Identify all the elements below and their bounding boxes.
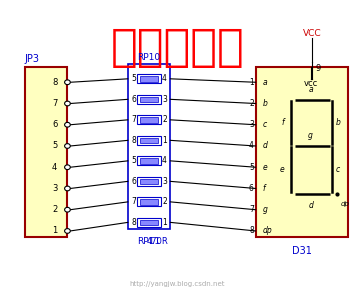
Bar xyxy=(137,95,160,104)
Text: VCC: VCC xyxy=(303,29,322,38)
Text: 1: 1 xyxy=(52,226,57,236)
Text: 2: 2 xyxy=(162,197,167,206)
Circle shape xyxy=(65,101,70,106)
Text: c: c xyxy=(335,165,340,174)
Text: 6: 6 xyxy=(131,177,136,186)
Text: g: g xyxy=(308,131,313,140)
Text: 1: 1 xyxy=(162,136,167,145)
Bar xyxy=(137,115,160,125)
Text: 3: 3 xyxy=(162,177,167,186)
Text: 2: 2 xyxy=(162,115,167,124)
Bar xyxy=(140,117,158,122)
Text: 6: 6 xyxy=(52,120,58,129)
Text: 7: 7 xyxy=(131,197,136,206)
Text: 8: 8 xyxy=(131,136,136,145)
Text: 7: 7 xyxy=(52,99,58,108)
Circle shape xyxy=(65,186,70,191)
Text: a: a xyxy=(308,85,313,94)
Text: 3: 3 xyxy=(162,95,167,104)
Text: e: e xyxy=(263,163,267,172)
Text: d: d xyxy=(308,201,313,210)
Bar xyxy=(25,67,67,237)
Bar xyxy=(137,156,160,166)
Text: dp: dp xyxy=(263,226,272,236)
Circle shape xyxy=(65,165,70,170)
Circle shape xyxy=(65,229,70,233)
Text: 4: 4 xyxy=(162,74,167,83)
Text: 4: 4 xyxy=(162,156,167,165)
Bar xyxy=(140,97,158,102)
Bar xyxy=(137,74,160,84)
Text: c: c xyxy=(263,120,267,129)
Text: 1: 1 xyxy=(162,218,167,227)
Circle shape xyxy=(65,144,70,148)
Text: a: a xyxy=(263,78,267,87)
Text: 2: 2 xyxy=(249,99,254,108)
Text: 8: 8 xyxy=(249,226,254,236)
Text: 6: 6 xyxy=(131,95,136,104)
Text: 4: 4 xyxy=(52,163,57,172)
Text: f: f xyxy=(282,118,284,127)
Bar xyxy=(137,177,160,186)
Text: 7: 7 xyxy=(249,205,254,214)
Text: 3: 3 xyxy=(249,120,254,129)
Text: 5: 5 xyxy=(131,156,136,165)
Bar xyxy=(140,158,158,163)
Bar xyxy=(140,76,158,81)
Text: 静态数码管: 静态数码管 xyxy=(111,26,244,69)
Text: RP10: RP10 xyxy=(137,52,161,62)
Text: g: g xyxy=(263,205,268,214)
Bar xyxy=(140,179,158,184)
Text: b: b xyxy=(263,99,268,108)
Text: 8: 8 xyxy=(131,218,136,227)
Text: vcc: vcc xyxy=(304,79,318,88)
Bar xyxy=(137,197,160,207)
Text: f: f xyxy=(263,184,265,193)
Text: e: e xyxy=(279,165,284,174)
Text: 6: 6 xyxy=(249,184,254,193)
Text: 2: 2 xyxy=(52,205,57,214)
Text: 5: 5 xyxy=(249,163,254,172)
Text: 5: 5 xyxy=(52,142,57,151)
Text: JP3: JP3 xyxy=(25,54,40,64)
Circle shape xyxy=(65,207,70,212)
Text: b: b xyxy=(335,118,340,127)
Text: D31: D31 xyxy=(292,246,312,256)
Text: 4: 4 xyxy=(249,142,254,151)
Text: 3: 3 xyxy=(52,184,58,193)
Text: d: d xyxy=(263,142,268,151)
Text: 9: 9 xyxy=(316,64,321,74)
Bar xyxy=(140,220,158,225)
Circle shape xyxy=(65,122,70,127)
Text: http://yangjw.blog.csdn.net: http://yangjw.blog.csdn.net xyxy=(130,281,225,287)
Text: 1: 1 xyxy=(249,78,254,87)
Text: 5: 5 xyxy=(131,74,136,83)
Bar xyxy=(140,138,158,143)
Bar xyxy=(256,67,348,237)
Text: dp: dp xyxy=(341,201,350,207)
Text: 470R: 470R xyxy=(147,237,169,246)
Bar xyxy=(140,199,158,205)
Text: 7: 7 xyxy=(131,115,136,124)
Circle shape xyxy=(65,80,70,85)
Text: 8: 8 xyxy=(52,78,58,87)
Bar xyxy=(137,218,160,227)
Bar xyxy=(128,64,170,229)
Bar xyxy=(137,136,160,145)
Text: RP11: RP11 xyxy=(137,237,161,246)
